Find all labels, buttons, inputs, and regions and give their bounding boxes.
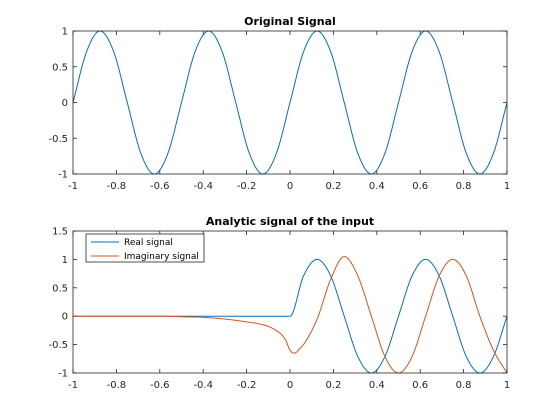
x-tick-label: -0.8 [107,181,127,192]
axis-ticks: -1 -0.8 -0.6 -0.4 -0.2 0 0.2 0.4 0.6 0.8 1 -1 -0.5 0 0… [48,227,510,392]
x-tick-label: -0.4 [193,181,213,192]
x-tick-label: 0.6 [412,181,428,192]
subplot-analytic-signal: Analytic signal of the input -1 -0.8 -0.6-… [48,215,510,391]
x-tick-label: -1 [68,380,78,391]
y-tick-label: 0.5 [52,283,68,294]
x-tick-label: -0.2 [237,380,257,391]
x-tick-label: 0.8 [456,380,472,391]
x-tick-label: -1 [68,181,78,192]
x-tick-label: 1 [504,181,510,192]
series-lines [72,30,508,175]
x-tick-label: 0.4 [369,181,385,192]
y-tick-label: 0 [62,98,68,109]
y-tick-label: -1 [58,369,68,380]
chart-title: Analytic signal of the input [206,215,374,228]
x-tick-label: -0.2 [237,181,257,192]
y-tick-label: -0.5 [48,134,68,145]
y-tick-label: 1.5 [52,227,68,238]
y-tick-label: 1 [62,27,68,38]
legend-box [85,233,205,263]
y-tick-label: -0.5 [48,340,68,351]
x-tick-label: 0 [287,181,293,192]
x-tick-label: 0.6 [412,380,428,391]
x-tick-label: 0.4 [369,380,385,391]
x-tick-label: -0.6 [150,181,170,192]
series-line-series-1 [72,30,508,175]
x-tick-label: -0.8 [107,380,127,391]
legend-label-real: Real signal [124,238,173,248]
x-tick-label: 0.2 [325,181,341,192]
legend-label-imaginary: Imaginary signal [124,252,199,262]
x-tick-label: 0.2 [325,380,341,391]
series-line-imaginary-signal [73,256,508,374]
x-tick-label: 1 [504,380,510,391]
y-tick-label: 0 [62,312,68,323]
subplot-original-signal: Original Signal -1 -0.8 -0.6 -0.4 -0.2 0 0.2 0.… [48,15,510,192]
x-tick-label: 0 [287,380,293,391]
axis-ticks: -1 -0.8 -0.6 -0.4 -0.2 0 0.2 0.4 0.6 0.8 1 -1 -0.5 0 0… [48,27,510,193]
legend: Real signal Imaginary signal [85,233,205,263]
y-tick-label: -1 [58,170,68,181]
chart-title: Original Signal [244,15,336,28]
series-lines [73,256,508,374]
y-tick-label: 1 [62,255,68,266]
axes-box [72,30,508,175]
x-tick-label: 0.8 [456,181,472,192]
x-tick-label: -0.4 [193,380,213,391]
x-tick-label: -0.6 [150,380,170,391]
axes-box [72,230,508,374]
y-tick-label: 0.5 [52,62,68,73]
